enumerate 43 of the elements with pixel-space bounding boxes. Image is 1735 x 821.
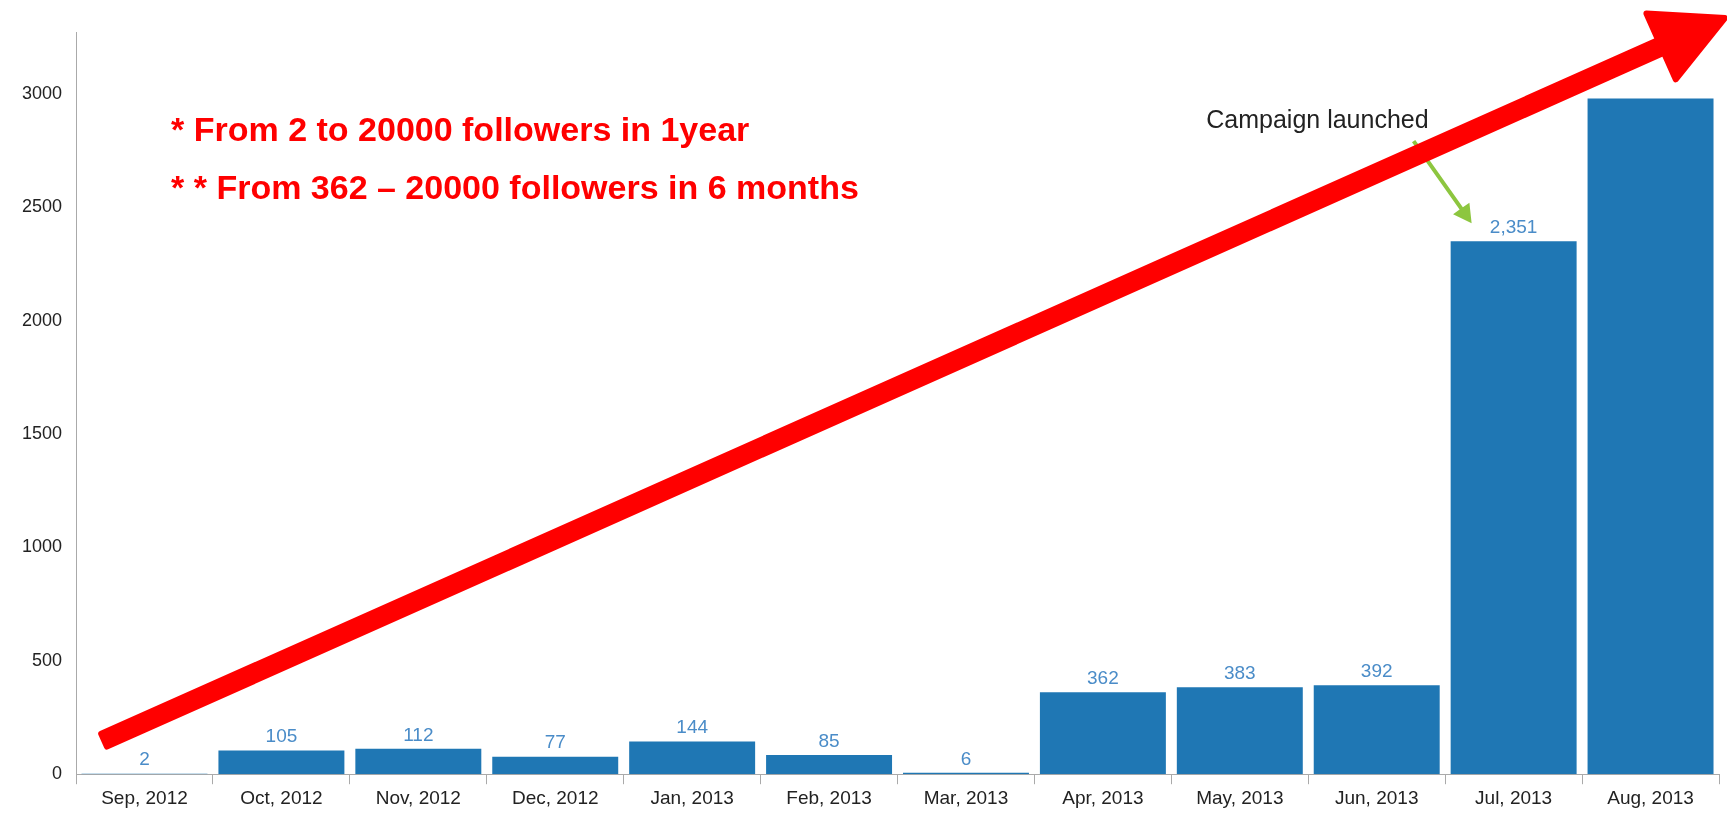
y-tick-label: 1500 (22, 423, 63, 444)
x-tick-label: Oct, 2012 (240, 786, 323, 808)
bar (1450, 241, 1577, 775)
bar (629, 741, 756, 775)
y-tick-label: 500 (32, 649, 63, 670)
x-tick-label: Jun, 2013 (1334, 786, 1419, 808)
x-tick-label: Jan, 2013 (650, 786, 734, 808)
annotation: * From 2 to 20000 followers in 1year (171, 110, 750, 149)
bar (492, 756, 619, 775)
x-tick-label: Apr, 2013 (1062, 786, 1144, 808)
x-tick-label: Aug, 2013 (1607, 786, 1694, 808)
data-label: 144 (676, 716, 709, 738)
bar (218, 750, 345, 775)
x-tick-label: Jul, 2013 (1475, 786, 1553, 808)
annotation: Campaign launched (1206, 105, 1429, 134)
x-tick-label: Nov, 2012 (375, 786, 461, 808)
x-tick-label: Sep, 2012 (101, 786, 188, 808)
annotation: * * From 362 – 20000 followers in 6 months (171, 168, 859, 207)
y-tick-label: 0 (52, 763, 63, 784)
y-tick-label: 1000 (22, 536, 63, 557)
x-tick-label: Mar, 2013 (923, 786, 1009, 808)
bar (1039, 692, 1166, 775)
data-label: 85 (818, 729, 840, 751)
data-label: 362 (1087, 666, 1119, 688)
x-tick-label: Dec, 2012 (511, 786, 599, 808)
bar (1313, 685, 1440, 775)
x-tick-label: May, 2013 (1196, 786, 1284, 808)
bar (1587, 98, 1714, 775)
bar (1176, 687, 1303, 775)
data-label: 2 (139, 748, 150, 770)
data-label: 392 (1360, 660, 1393, 682)
data-label: 105 (265, 725, 298, 747)
data-label: 6 (960, 747, 972, 769)
bar (355, 748, 482, 775)
y-tick-label: 2000 (22, 309, 63, 330)
data-label: 383 (1223, 662, 1256, 684)
data-label: 77 (544, 731, 566, 753)
data-label: 2,351 (1489, 215, 1538, 237)
data-label: 112 (403, 723, 434, 745)
bar (766, 754, 893, 775)
y-tick-label: 2500 (22, 196, 63, 217)
x-tick-label: Feb, 2013 (786, 786, 872, 808)
y-tick-label: 3000 (22, 82, 63, 103)
